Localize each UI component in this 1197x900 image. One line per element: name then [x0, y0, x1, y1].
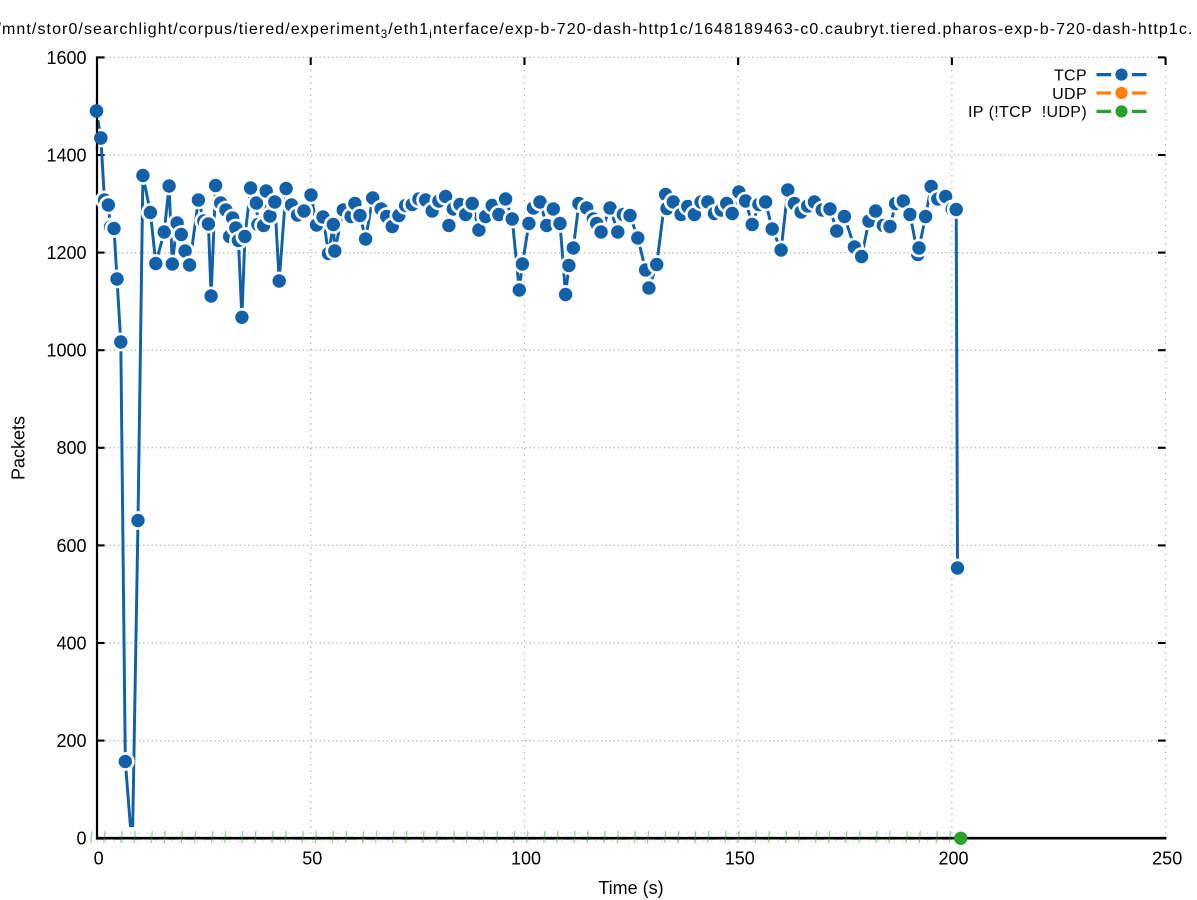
- svg-text:400: 400: [56, 633, 86, 653]
- svg-text:0: 0: [94, 849, 104, 869]
- svg-text:50: 50: [302, 849, 322, 869]
- svg-text:150: 150: [725, 849, 755, 869]
- svg-text:Time (s): Time (s): [598, 878, 663, 898]
- svg-text:1600: 1600: [46, 48, 86, 68]
- svg-text:UDP: UDP: [1052, 86, 1087, 103]
- svg-text:100: 100: [511, 849, 541, 869]
- svg-text:800: 800: [56, 438, 86, 458]
- svg-text:1200: 1200: [46, 243, 86, 263]
- svg-text:0: 0: [76, 829, 86, 849]
- svg-text:TCP: TCP: [1054, 67, 1087, 84]
- svg-text:200: 200: [938, 849, 968, 869]
- svg-text:1400: 1400: [46, 145, 86, 165]
- svg-text:200: 200: [56, 731, 86, 751]
- svg-text:Packets: Packets: [9, 416, 29, 480]
- svg-text:600: 600: [56, 536, 86, 556]
- svg-text:1000: 1000: [46, 341, 86, 361]
- svg-text:/mnt/stor0/searchlight/corpus/: /mnt/stor0/searchlight/corpus/tiered/exp…: [0, 21, 1193, 41]
- svg-text:IP (!TCP !UDP): IP (!TCP !UDP): [968, 104, 1087, 121]
- svg-text:250: 250: [1152, 849, 1182, 869]
